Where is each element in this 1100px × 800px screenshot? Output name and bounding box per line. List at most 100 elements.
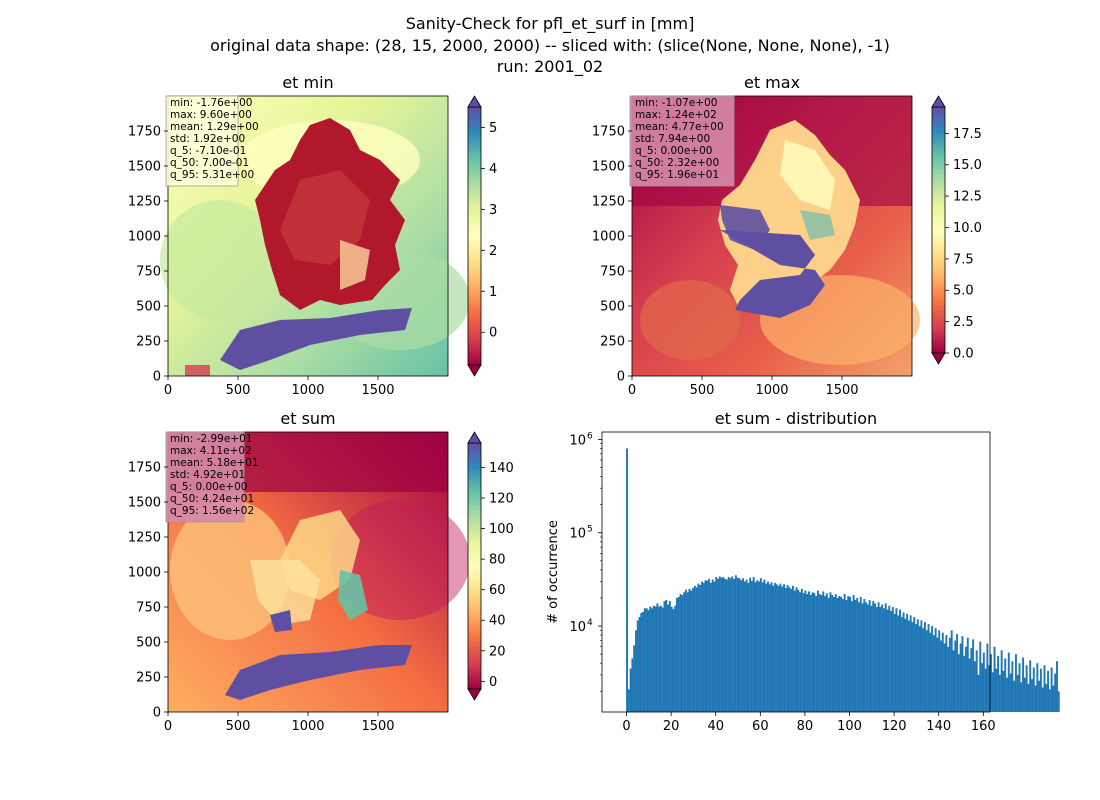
histogram-bar bbox=[770, 582, 773, 712]
histogram-bar bbox=[1038, 680, 1041, 712]
colorbar-extend-min bbox=[467, 364, 482, 377]
y-tick-label: 750 bbox=[600, 265, 625, 280]
colorbar-tick-label: 40 bbox=[489, 614, 506, 629]
histogram-bar bbox=[781, 586, 784, 712]
histogram-bar bbox=[818, 594, 821, 712]
histogram-bar bbox=[720, 577, 723, 712]
y-tick-label: 1500 bbox=[592, 160, 625, 175]
histogram-bar bbox=[927, 624, 930, 712]
histogram-bar bbox=[959, 643, 962, 712]
histogram-bar bbox=[1011, 661, 1014, 712]
x-tick-label: 140 bbox=[926, 719, 951, 734]
histogram-bar bbox=[861, 603, 864, 712]
histogram-bar bbox=[706, 580, 709, 712]
heatmap-et-max bbox=[632, 96, 920, 376]
x-tick-label: 1000 bbox=[755, 383, 788, 398]
histogram-bar bbox=[654, 606, 657, 712]
histogram-bar bbox=[856, 597, 859, 712]
histogram-bar bbox=[1048, 689, 1051, 712]
panel-et-min-title: et min bbox=[282, 73, 333, 92]
x-tick-label: 1500 bbox=[361, 719, 394, 734]
colorbar-extend-min bbox=[931, 352, 946, 365]
y-tick-label: 1000 bbox=[128, 230, 161, 245]
x-tick-label: 80 bbox=[797, 719, 814, 734]
histogram-bar bbox=[934, 628, 937, 712]
histogram-bar bbox=[843, 594, 846, 712]
histogram-bar bbox=[865, 602, 868, 712]
histogram-bar bbox=[940, 640, 942, 712]
colorbar-gradient bbox=[467, 442, 482, 690]
histogram-bar bbox=[979, 641, 982, 712]
x-tick-label: 500 bbox=[226, 383, 251, 398]
histogram-bar bbox=[911, 622, 914, 712]
y-tick-label: 10 bbox=[569, 620, 586, 635]
histogram-bar bbox=[749, 577, 752, 712]
stat-line: mean: 1.29e+00 bbox=[170, 121, 259, 133]
histogram-bar bbox=[849, 596, 851, 712]
x-tick-label: 500 bbox=[690, 383, 715, 398]
histogram-bar bbox=[886, 609, 889, 712]
histogram-bar bbox=[970, 648, 973, 712]
histogram-bar bbox=[791, 585, 794, 712]
histogram-bar bbox=[651, 608, 653, 712]
histogram-bar bbox=[816, 590, 819, 712]
stat-line: min: -1.07e+00 bbox=[635, 97, 717, 109]
stat-line: q_50: 2.32e+00 bbox=[635, 157, 719, 169]
histogram-bar bbox=[840, 596, 843, 712]
histogram-bar bbox=[890, 611, 893, 712]
histogram-bar bbox=[813, 593, 816, 712]
histogram-bar bbox=[882, 608, 885, 712]
colorbar-tick-label: 15.0 bbox=[953, 158, 982, 173]
histogram-x-axis: 0 20 40 60 80 100 120 140 160 bbox=[622, 712, 996, 734]
colorbar-tick-label: 60 bbox=[489, 583, 506, 598]
histogram-bar bbox=[920, 620, 923, 712]
histogram-bar bbox=[952, 650, 955, 712]
et-sum-colorbar: 0 20 40 60 80 100 120 140 bbox=[467, 431, 514, 701]
histogram-bar bbox=[990, 654, 992, 712]
histogram-bar bbox=[767, 581, 769, 712]
y-tick-label: 10 bbox=[569, 433, 586, 448]
panel-et-sum-distribution: et sum - distribution 0 20 40 60 80 100 120 140… bbox=[546, 409, 1060, 734]
histogram-bar bbox=[874, 603, 876, 712]
histogram-bar bbox=[1052, 685, 1055, 712]
histogram-bar bbox=[1043, 665, 1046, 712]
histogram-bar bbox=[645, 608, 648, 712]
histogram-bar bbox=[879, 607, 882, 712]
histogram-bar bbox=[1002, 671, 1005, 712]
histogram-bar bbox=[1013, 680, 1016, 712]
histogram-bar bbox=[752, 577, 755, 712]
stat-line: std: 1.92e+00 bbox=[170, 133, 245, 145]
y-tick-label: 1250 bbox=[128, 195, 161, 210]
histogram-bar bbox=[636, 620, 639, 712]
figure-title-line-2: original data shape: (28, 15, 2000, 2000… bbox=[210, 36, 890, 55]
histogram-bar bbox=[626, 448, 629, 712]
colorbar-gradient bbox=[931, 106, 946, 354]
colorbar-tick-label: 2.5 bbox=[953, 315, 974, 330]
histogram-bar bbox=[1057, 691, 1060, 712]
histogram-bar bbox=[633, 645, 636, 712]
histogram-bar bbox=[998, 674, 1001, 712]
histogram-bar bbox=[699, 585, 702, 712]
colorbar-tick-label: 4 bbox=[489, 162, 497, 177]
histogram-bar bbox=[891, 607, 894, 712]
y-tick-label: 500 bbox=[136, 300, 161, 315]
histogram-bar bbox=[1056, 661, 1058, 712]
panel-et-max: et max min: -1.07e+00 max: 1.24e+02 mean… bbox=[592, 73, 982, 398]
histogram-bar bbox=[981, 663, 984, 712]
colorbar-tick-label: 20 bbox=[489, 644, 506, 659]
panel-et-max-title: et max bbox=[744, 73, 800, 92]
histogram-bar bbox=[811, 592, 814, 712]
histogram-bar bbox=[754, 582, 757, 712]
histogram-bar bbox=[847, 595, 850, 712]
histogram-bar bbox=[799, 592, 802, 712]
histogram-bar bbox=[727, 577, 730, 712]
stats-box-et-max: min: -1.07e+00 max: 1.24e+02 mean: 4.77e… bbox=[629, 95, 735, 187]
colorbar-tick-label: 120 bbox=[489, 492, 514, 507]
histogram-bar bbox=[815, 595, 818, 712]
histogram-bar bbox=[777, 585, 780, 712]
x-tick-label: 160 bbox=[971, 719, 996, 734]
y-tick-label: 250 bbox=[600, 335, 625, 350]
histogram-bar bbox=[740, 580, 743, 712]
y-tick-label: 1750 bbox=[128, 461, 161, 476]
histogram-bar bbox=[945, 635, 948, 712]
